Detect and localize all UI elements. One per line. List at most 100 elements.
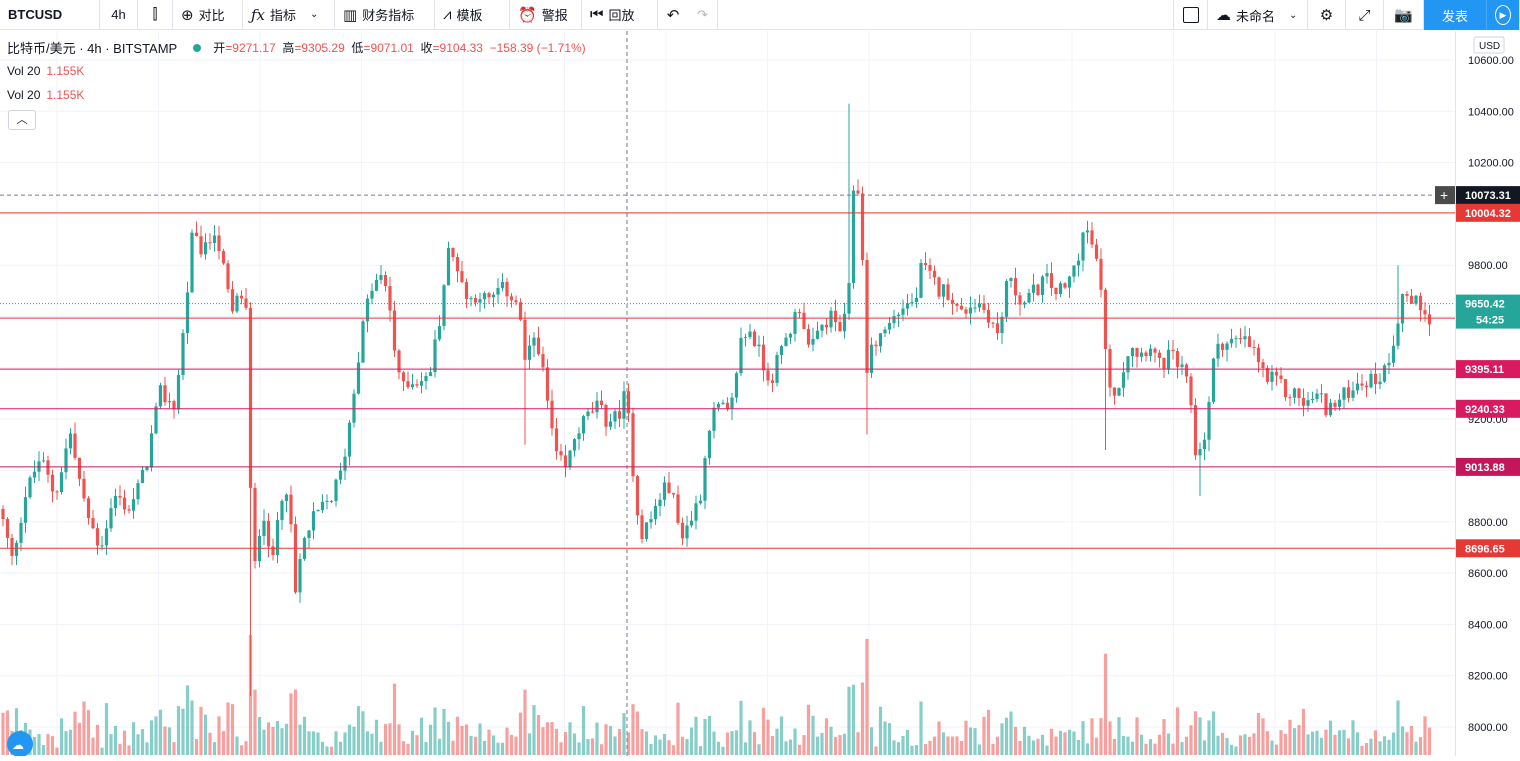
candle-body [901, 308, 905, 315]
volume-bar [973, 728, 977, 755]
candle-body [595, 400, 599, 413]
candle-body [1229, 338, 1234, 344]
candle-body [392, 310, 397, 351]
candle-body [442, 285, 446, 327]
volume-bar [671, 745, 676, 755]
volume-bar [865, 638, 869, 755]
layout-name-button[interactable]: ☁ 未命名 ⌄ [1208, 0, 1308, 30]
volume-bar [338, 741, 343, 755]
candle-body [923, 262, 928, 266]
volume-bar [910, 745, 914, 755]
candle-body [613, 411, 617, 422]
volume-bar [136, 734, 140, 755]
snapshot-button[interactable]: 📷 [1384, 0, 1424, 30]
volume-bar [1274, 744, 1279, 755]
candle-body [707, 430, 712, 459]
candle-body [730, 397, 734, 409]
candle-body [1382, 365, 1387, 382]
candle-body [289, 494, 293, 525]
volume-bar [1180, 742, 1184, 755]
axis-tick-label: 10400.00 [1468, 106, 1514, 118]
volume-bar [437, 738, 442, 755]
volume-bar [1027, 735, 1031, 755]
volume-bar [797, 744, 802, 755]
candle-body [932, 270, 937, 278]
volume-bar [1409, 725, 1414, 755]
candle-body [959, 305, 964, 310]
candle-body [478, 299, 482, 303]
compare-button[interactable]: ⊕ 对比 [173, 0, 243, 30]
redo-button[interactable]: ↷ [688, 0, 718, 30]
volume-bar [325, 746, 329, 755]
crosshair-price-label: 10073.31 [1465, 190, 1511, 202]
candle-body [1396, 323, 1400, 346]
candle-body [1027, 292, 1031, 303]
candle-body [806, 329, 811, 345]
volume-bar [1423, 716, 1427, 755]
play-button[interactable]: ▶ [1486, 0, 1520, 30]
volume-bar [1072, 731, 1076, 755]
volume-bar [181, 708, 185, 755]
volume-bar [847, 686, 851, 755]
candle-body [226, 263, 230, 290]
financials-button[interactable]: ▥ 财务指标 [335, 0, 435, 30]
candle-body [55, 491, 59, 493]
alerts-button[interactable]: ⏰ 警报 [510, 0, 582, 30]
chart-area[interactable]: 10600.0010400.0010200.009800.009600.0092… [0, 31, 1520, 757]
candle-body [1297, 388, 1301, 399]
candle-body [1310, 398, 1315, 401]
volume-bar [1189, 725, 1193, 755]
volume-bar [329, 746, 334, 755]
candle-body [568, 450, 572, 467]
expand-button[interactable]: ⤢ [1346, 0, 1384, 30]
volume-bar [122, 730, 127, 755]
symbol-search[interactable]: BTCUSD [0, 0, 100, 30]
volume-bar [838, 735, 842, 755]
volume-bar [64, 731, 68, 755]
candle-body [1414, 295, 1418, 304]
indicators-button[interactable]: ƒx 指标 ⌄ [243, 0, 335, 30]
volume-bar [307, 731, 311, 755]
publish-button[interactable]: 发表 [1424, 0, 1486, 30]
collapse-legend-button[interactable]: ︿ [8, 110, 36, 130]
settings-button[interactable]: ⚙ [1308, 0, 1346, 30]
candle-style-button[interactable]: ⫿ [138, 0, 173, 30]
volume-bar [145, 742, 149, 755]
chart-legend: 比特币/美元 · 4h · BITSTAMP 开=9271.17 高=9305.… [7, 38, 586, 57]
candlestick-chart[interactable]: 10600.0010400.0010200.009800.009600.0092… [0, 31, 1520, 757]
compare-label: 对比 [198, 8, 225, 23]
volume-bar [820, 732, 824, 755]
fullscreen-layout-button[interactable] [1173, 0, 1208, 30]
candle-body [1130, 348, 1135, 357]
indicators-label: 指标 [270, 8, 297, 23]
candle-body [1135, 348, 1139, 357]
volume-legend-1[interactable]: Vol 20 1.155K [7, 64, 84, 78]
replay-button[interactable]: ⏮ 回放 [582, 0, 658, 30]
volume-bar [1382, 736, 1387, 755]
volume-bar [811, 715, 815, 755]
candle-body [446, 247, 451, 286]
chevron-down-icon: ⌄ [1289, 9, 1298, 21]
candle-body [1, 508, 5, 519]
candle-body [635, 476, 640, 516]
candle-body [919, 262, 923, 298]
candle-body [1220, 343, 1225, 350]
volume-bar [860, 682, 865, 755]
volume-legend-2[interactable]: Vol 20 1.155K [7, 88, 84, 102]
volume-bar [775, 728, 779, 755]
undo-button[interactable]: ↶ [658, 0, 688, 30]
volume-bar [545, 722, 550, 755]
volume-bar [167, 727, 172, 755]
candle-body [563, 455, 568, 467]
candle-body [523, 319, 527, 360]
candle-body [1067, 276, 1072, 288]
volume-bar [788, 739, 793, 755]
candle-body [122, 497, 127, 510]
templates-button[interactable]: ⩘ 模板 [435, 0, 510, 30]
volume-bar [730, 731, 734, 755]
volume-bar [1171, 743, 1175, 755]
axis-tick-label: 8200.00 [1468, 671, 1508, 683]
interval-button[interactable]: 4h [100, 0, 138, 30]
current-price-label: 9650.42 [1465, 299, 1505, 311]
volume-bar [1216, 735, 1220, 755]
